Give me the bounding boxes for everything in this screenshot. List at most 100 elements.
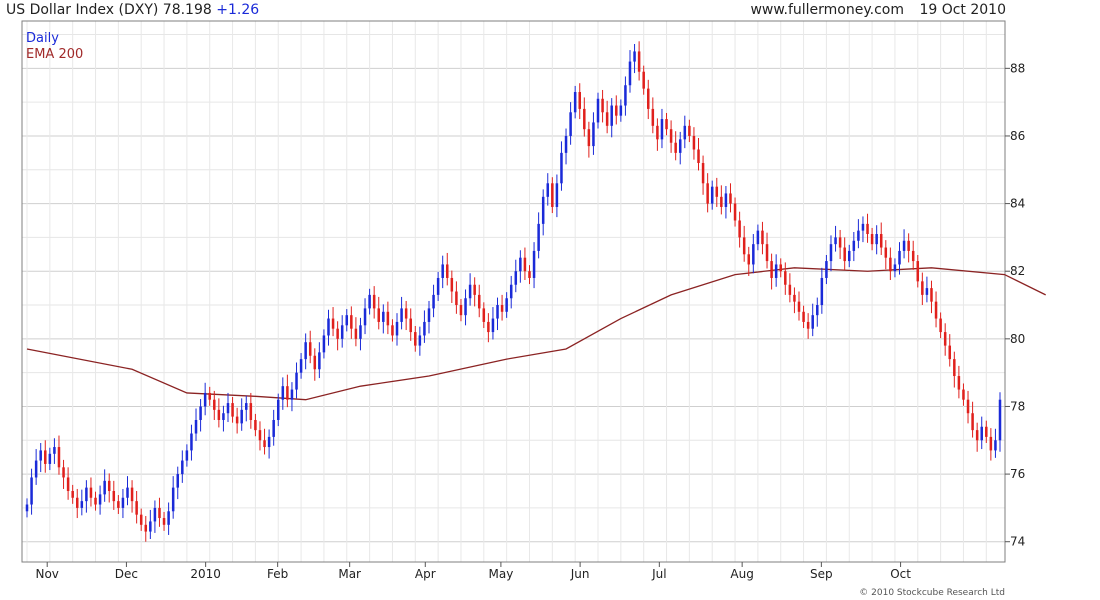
candle-body <box>441 264 444 278</box>
candle-body <box>199 406 202 420</box>
candle-body <box>893 264 897 272</box>
candle-body <box>628 61 632 86</box>
candle-body <box>930 288 933 302</box>
candle-body <box>820 277 824 306</box>
candle-body <box>121 497 125 508</box>
candle-body <box>25 504 29 512</box>
candle-body <box>975 430 979 441</box>
candle-body <box>477 294 481 309</box>
candle-body <box>747 254 751 265</box>
candle-body <box>372 294 376 309</box>
candle-body <box>30 477 33 505</box>
candle-body <box>427 308 431 322</box>
candle-body <box>651 108 655 126</box>
candle-body <box>249 403 253 420</box>
candle-body <box>637 51 641 72</box>
candle-body <box>647 88 650 109</box>
candle-body <box>500 305 504 312</box>
candle-body <box>683 125 687 140</box>
candle-body <box>459 305 463 316</box>
candle-body <box>171 487 175 512</box>
candle-body <box>779 264 782 272</box>
candle-body <box>578 92 581 109</box>
grid-lines <box>22 21 1005 562</box>
candle-body <box>934 301 938 319</box>
candle-body <box>742 237 746 255</box>
candle-body <box>898 250 901 265</box>
candle-body <box>386 311 390 326</box>
candle-body <box>414 332 417 346</box>
candle-body <box>907 240 910 251</box>
candle-body <box>925 288 929 295</box>
candle-body <box>117 501 120 508</box>
candle-body <box>496 305 499 319</box>
candle-body <box>971 413 974 431</box>
candle-body <box>231 403 234 417</box>
candle-body <box>62 467 65 478</box>
candle-body <box>368 294 371 309</box>
candle-body <box>468 284 472 299</box>
candle-body <box>889 257 892 272</box>
candle-body <box>852 240 856 251</box>
candle-body <box>455 291 458 306</box>
candle-body <box>953 359 956 377</box>
candle-body <box>902 240 906 251</box>
candle-body <box>245 403 248 410</box>
y-tick-label: 82 <box>1010 264 1025 278</box>
candle-body <box>642 71 645 89</box>
x-tick-label: Jul <box>651 567 666 581</box>
candle-body <box>560 152 563 184</box>
candle-body <box>450 277 454 292</box>
candle-body <box>733 203 737 221</box>
candle-body <box>391 325 394 336</box>
candle-body <box>966 399 970 414</box>
y-tick-label: 78 <box>1010 399 1025 413</box>
x-tick-label: Dec <box>115 567 138 581</box>
candle-body <box>299 359 303 373</box>
legend-daily: Daily <box>26 31 59 46</box>
y-tick-label: 84 <box>1010 197 1025 211</box>
candle-body <box>857 230 860 241</box>
candle-body <box>532 250 536 278</box>
candle-body <box>322 335 326 353</box>
candle-body <box>583 108 586 130</box>
candle-body <box>107 480 111 491</box>
y-tick-label: 76 <box>1010 467 1025 481</box>
candle-body <box>514 271 518 285</box>
candle-body <box>724 193 728 207</box>
candle-body <box>701 163 705 184</box>
candle-body <box>226 403 230 414</box>
candle-body <box>866 223 869 235</box>
candle-body <box>103 480 106 495</box>
candle-body <box>290 389 294 400</box>
candle-body <box>523 257 527 272</box>
candle-body <box>44 450 47 464</box>
candle-body <box>943 332 947 346</box>
candle-body <box>395 321 399 336</box>
candle-body <box>752 244 755 265</box>
candle-body <box>834 237 837 245</box>
candle-body <box>797 301 801 312</box>
candle-body <box>286 386 289 400</box>
candle-body <box>340 325 344 339</box>
ema-200-line <box>26 267 1046 401</box>
candle-body <box>112 490 116 502</box>
candle-body <box>674 142 677 153</box>
x-tick-label: Oct <box>890 567 911 581</box>
candle-body <box>957 376 961 390</box>
site-url: www.fullermoney.com <box>750 2 904 18</box>
candle-body <box>80 501 84 508</box>
y-tick-label: 86 <box>1010 129 1025 143</box>
candle-body <box>587 129 591 147</box>
candle-body <box>327 318 330 336</box>
candle-body <box>605 112 609 126</box>
candle-body <box>418 335 422 346</box>
ema-line <box>26 267 1046 401</box>
x-tick-label: Sep <box>810 567 833 581</box>
candle-body <box>875 234 878 245</box>
candle-body <box>537 223 540 251</box>
candle-body <box>313 355 317 370</box>
candle-body <box>194 419 198 434</box>
candle-body <box>331 318 335 329</box>
candle-body <box>66 477 70 491</box>
